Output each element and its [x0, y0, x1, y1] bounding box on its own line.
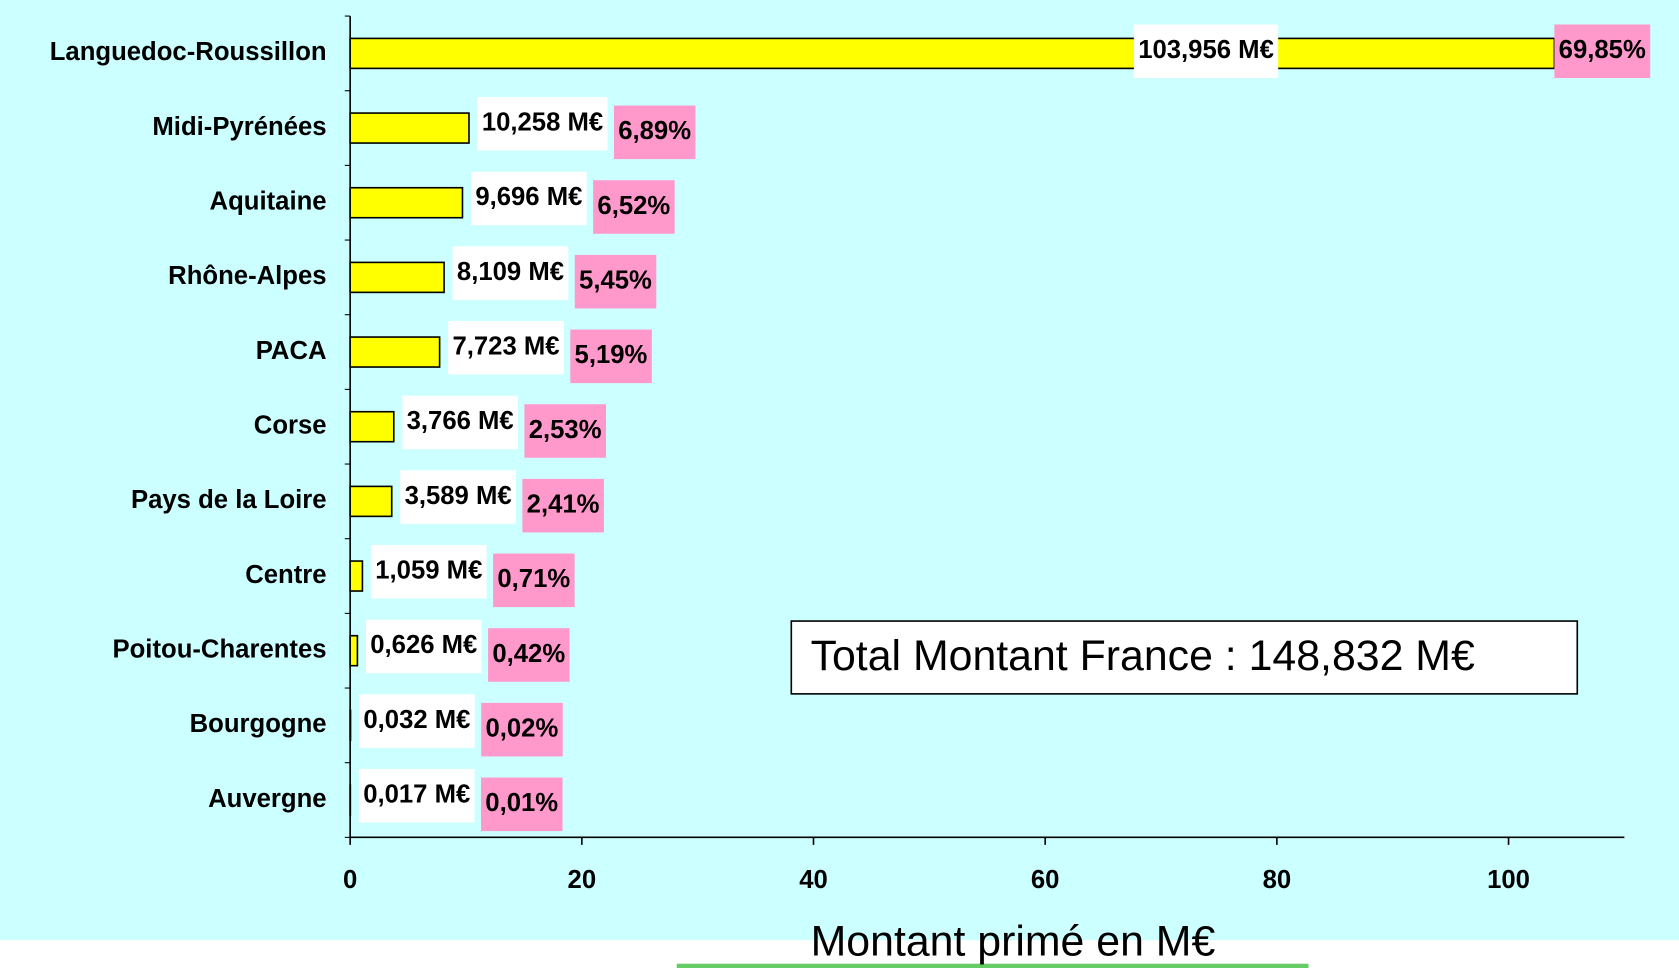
- x-tick-label: 60: [1031, 866, 1060, 894]
- value-label-box: [1133, 24, 1279, 79]
- share-label: 69,85%: [1559, 36, 1646, 64]
- share-label-box: [522, 478, 604, 533]
- category-label: PACA: [256, 337, 327, 365]
- bar: [349, 186, 464, 219]
- x-tick-label: 20: [568, 866, 597, 894]
- share-label: 2,53%: [529, 416, 602, 444]
- bar: [349, 560, 364, 592]
- share-label-box: [481, 777, 563, 832]
- value-label: 3,766 M€: [407, 407, 514, 435]
- share-label: 0,02%: [485, 714, 558, 742]
- category-label: Languedoc-Roussillon: [50, 38, 327, 66]
- category-label: Rhône-Alpes: [168, 262, 326, 290]
- value-label-box: [452, 246, 569, 300]
- share-label-box: [493, 553, 575, 608]
- share-label-box: [524, 404, 607, 458]
- share-label: 5,45%: [579, 266, 652, 294]
- share-label-box: [574, 254, 657, 309]
- bar: [349, 336, 441, 368]
- value-label-box: [365, 619, 482, 674]
- x-tick-label: 100: [1487, 866, 1530, 894]
- value-label-box: [370, 544, 487, 599]
- share-label: 6,52%: [597, 192, 670, 220]
- category-label: Aquitaine: [210, 188, 327, 216]
- x-axis-label: Montant primé en M€: [811, 918, 1216, 966]
- value-label-box: [471, 171, 587, 226]
- x-tick-label: 80: [1263, 866, 1292, 894]
- category-label: Pays de la Loire: [131, 486, 327, 514]
- share-label-box: [1554, 24, 1651, 79]
- category-label: Poitou-Charentes: [112, 635, 326, 663]
- share-label: 2,41%: [527, 490, 600, 518]
- category-label: Corse: [254, 411, 327, 439]
- share-label: 5,19%: [575, 341, 648, 369]
- bar: [349, 37, 1556, 70]
- value-label-box: [359, 694, 475, 748]
- value-label: 1,059 M€: [375, 557, 482, 585]
- bar: [349, 112, 470, 144]
- bar: [349, 261, 445, 294]
- value-label-box: [477, 97, 608, 151]
- value-label-box: [448, 320, 564, 375]
- value-label: 7,723 M€: [452, 333, 559, 361]
- share-label: 6,89%: [618, 117, 691, 145]
- bottom-strip: [676, 963, 1309, 968]
- share-label-box: [593, 180, 675, 234]
- value-label: 3,589 M€: [405, 482, 512, 510]
- value-label: 10,258 M€: [482, 109, 603, 137]
- value-label-box: [358, 768, 475, 823]
- total-annotation: Total Montant France : 148,832 M€: [811, 632, 1475, 680]
- value-label-box: [402, 395, 519, 450]
- value-label: 0,017 M€: [363, 781, 470, 809]
- share-label-box: [481, 702, 563, 757]
- share-label: 0,01%: [485, 789, 558, 817]
- category-label: Midi-Pyrénées: [152, 113, 326, 141]
- bar: [349, 634, 359, 667]
- bar: [349, 410, 395, 443]
- bar: [349, 485, 393, 518]
- share-label-box: [488, 628, 570, 682]
- value-label: 103,956 M€: [1138, 36, 1274, 64]
- value-label: 0,626 M€: [370, 631, 477, 659]
- value-label-box: [400, 470, 516, 524]
- share-label-box: [570, 329, 652, 384]
- value-label: 8,109 M€: [457, 258, 564, 286]
- share-label: 0,42%: [492, 640, 565, 668]
- share-label-box: [613, 105, 696, 160]
- value-label: 0,032 M€: [363, 706, 470, 734]
- x-tick-label: 0: [343, 866, 357, 894]
- category-label: Auvergne: [208, 785, 326, 813]
- chart-background: [0, 0, 1679, 941]
- x-tick-label: 40: [799, 866, 828, 894]
- category-label: Centre: [245, 561, 326, 589]
- category-label: Bourgogne: [190, 710, 327, 738]
- share-label: 0,71%: [497, 565, 570, 593]
- total-box: [790, 620, 1579, 695]
- value-label: 9,696 M€: [475, 183, 582, 211]
